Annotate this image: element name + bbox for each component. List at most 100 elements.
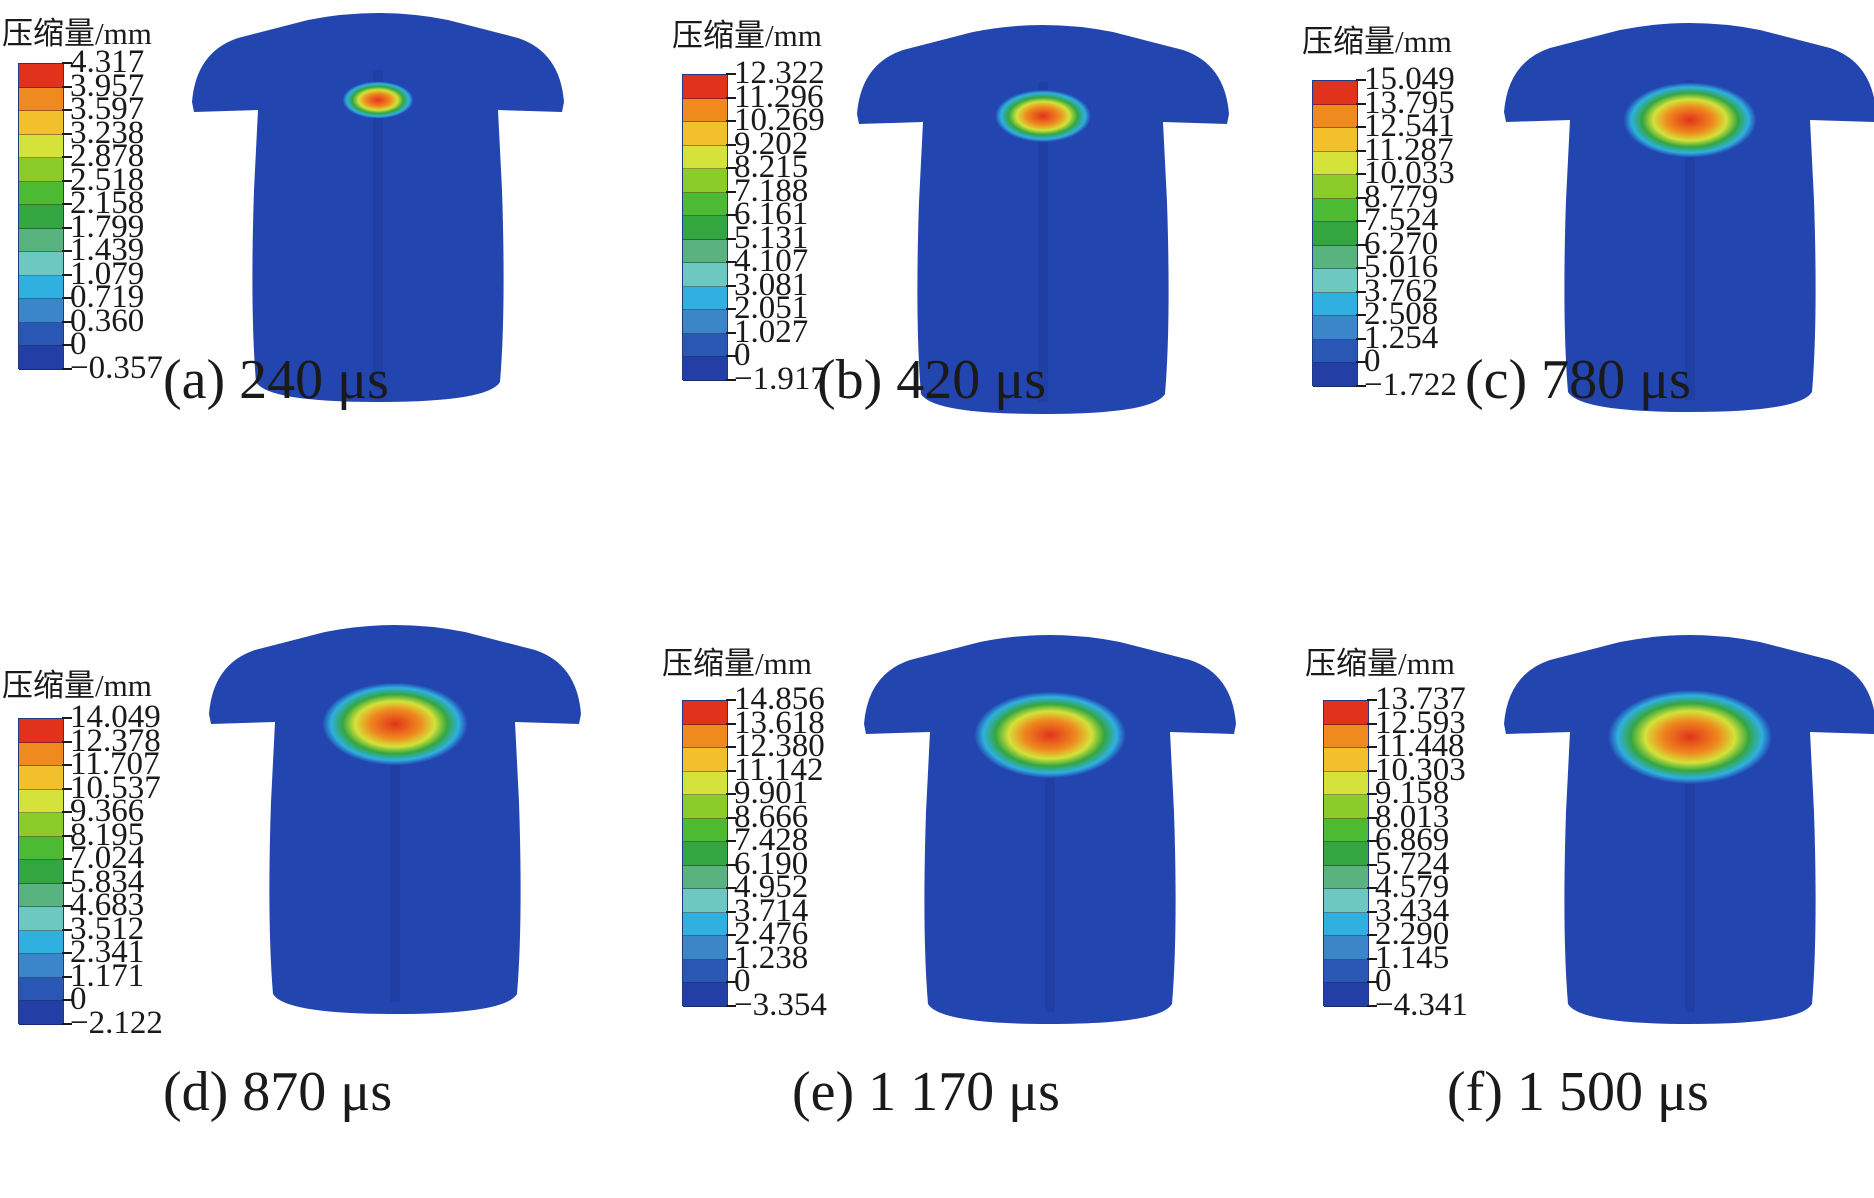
legend-tick-label: 12.378 — [70, 722, 161, 759]
legend-color-segment — [683, 865, 727, 889]
legend-tick-mark — [62, 928, 72, 931]
legend-tick-label: 0.360 — [70, 302, 145, 339]
legend-tick-mark — [726, 816, 736, 819]
legend-color-segment — [1324, 959, 1368, 983]
legend-tick-mark — [1367, 957, 1377, 960]
legend-color-segment — [19, 87, 63, 111]
legend-tick-label: 11.287 — [1364, 131, 1454, 168]
legend-color-segment — [683, 310, 727, 334]
legend-color-segment — [683, 912, 727, 936]
legend-tick-label: 2.878 — [70, 138, 145, 174]
legend-tick-mark — [1356, 102, 1366, 105]
legend-tick-label: 4.683 — [70, 887, 145, 923]
legend-tick-mark — [726, 699, 736, 701]
legend-tick-label: 5.834 — [70, 863, 145, 900]
legend-tick-mark — [1367, 699, 1377, 701]
legend-tick-label: 8.666 — [734, 798, 809, 835]
legend-color-segment — [1313, 316, 1357, 340]
legend-tick-label: 4.952 — [734, 869, 809, 905]
compression-hotspot — [974, 691, 1126, 779]
legend-color-segment — [683, 145, 727, 169]
legend-color-segment — [19, 158, 63, 182]
panel-caption: (f) 1 500 μs — [1447, 1061, 1709, 1123]
legend-color-segment — [19, 346, 63, 370]
legend-tick-mark — [62, 881, 72, 884]
color-legend-bar — [1323, 700, 1369, 1007]
legend-tick-mark — [1356, 361, 1366, 363]
legend-tick-label: 1.238 — [734, 939, 809, 976]
legend-color-segment — [683, 724, 727, 748]
legend-tick-label: −4.341 — [1375, 986, 1468, 1023]
legend-color-segment — [1313, 198, 1357, 222]
compression-hotspot — [342, 81, 414, 119]
legend-color-segment — [1313, 339, 1357, 363]
legend-tick-mark — [62, 226, 72, 229]
legend-color-segment — [683, 771, 727, 795]
legend-color-segment — [1313, 151, 1357, 175]
legend-color-segment — [1324, 936, 1368, 960]
legend-tick-mark — [726, 190, 736, 193]
legend-color-segment — [683, 98, 727, 122]
legend-color-segment — [683, 286, 727, 310]
panel-caption: (b) 420 μs — [817, 349, 1047, 411]
legend-tick-mark — [726, 840, 736, 842]
legend-tick-label: 9.366 — [70, 793, 145, 829]
legend-tick-label: 3.512 — [70, 910, 145, 947]
legend-tick-label: 2.051 — [734, 290, 809, 326]
legend-tick-mark — [62, 273, 72, 276]
legend-color-segment — [1324, 701, 1368, 725]
legend-color-segment — [19, 134, 63, 158]
legend-tick-mark — [726, 957, 736, 960]
legend-color-segment — [19, 64, 63, 88]
legend-tick-label: 11.448 — [1375, 728, 1465, 764]
legend-color-segment — [1313, 175, 1357, 199]
legend-tick-mark — [1356, 196, 1366, 199]
legend-tick-label: 8.195 — [70, 816, 145, 853]
legend-tick-mark — [62, 367, 72, 370]
legend-tick-label: 1.145 — [1375, 939, 1450, 976]
legend-tick-mark — [726, 167, 736, 169]
legend-tick-label: 0 — [734, 963, 751, 999]
legend-tick-mark — [62, 344, 72, 346]
legend-color-segment — [1324, 724, 1368, 748]
legend-tick-mark — [726, 746, 736, 748]
legend-tick-label: 0 — [70, 326, 87, 362]
legend-color-segment — [1313, 222, 1357, 246]
legend-tick-label: 7.524 — [1364, 202, 1439, 238]
legend-tick-label: 9.901 — [734, 775, 809, 811]
legend-tick-label: 1.254 — [1364, 319, 1439, 356]
legend-tick-mark — [1367, 981, 1377, 983]
panel-caption: (c) 780 μs — [1465, 349, 1691, 411]
legend-tick-mark — [62, 740, 72, 743]
legend-tick-mark — [62, 764, 72, 766]
legend-tick-mark — [1367, 863, 1377, 866]
legend-tick-mark — [62, 905, 72, 907]
legend-color-segment — [1313, 245, 1357, 269]
legend-tick-label: 4.107 — [734, 243, 809, 279]
legend-tick-mark — [726, 237, 736, 240]
legend-tick-mark — [1356, 314, 1366, 316]
legend-color-segment — [19, 860, 63, 884]
legend-color-segment — [19, 789, 63, 813]
legend-tick-mark — [62, 717, 72, 719]
legend-tick-mark — [62, 811, 72, 813]
legend-tick-mark — [62, 952, 72, 954]
legend-tick-mark — [726, 910, 736, 913]
legend-tick-label: 3.957 — [70, 67, 145, 104]
legend-tick-label: 8.013 — [1375, 798, 1450, 835]
legend-color-segment — [1313, 81, 1357, 105]
legend-tick-label: 2.341 — [70, 934, 145, 970]
legend-tick-mark — [726, 96, 736, 99]
legend-tick-mark — [726, 308, 736, 310]
legend-color-segment — [1313, 128, 1357, 152]
legend-color-segment — [1313, 104, 1357, 128]
legend-tick-label: 10.269 — [734, 102, 825, 138]
legend-tick-mark — [62, 109, 72, 111]
legend-title: 压缩量/mm — [1305, 646, 1455, 681]
legend-title: 压缩量/mm — [672, 18, 822, 53]
legend-tick-label: −3.354 — [734, 986, 827, 1023]
torso-contour-plot — [1504, 635, 1874, 1024]
legend-tick-mark — [62, 85, 72, 88]
legend-tick-mark — [62, 250, 72, 252]
legend-color-segment — [1324, 771, 1368, 795]
